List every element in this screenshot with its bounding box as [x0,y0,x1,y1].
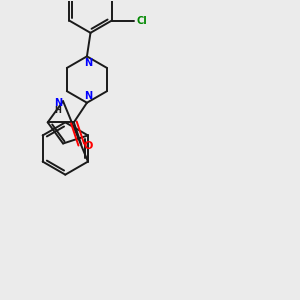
Text: H: H [54,106,61,115]
Text: N: N [54,98,62,108]
Text: N: N [84,91,92,101]
Text: N: N [84,58,92,68]
Text: O: O [83,141,92,151]
Text: Cl: Cl [137,16,148,26]
